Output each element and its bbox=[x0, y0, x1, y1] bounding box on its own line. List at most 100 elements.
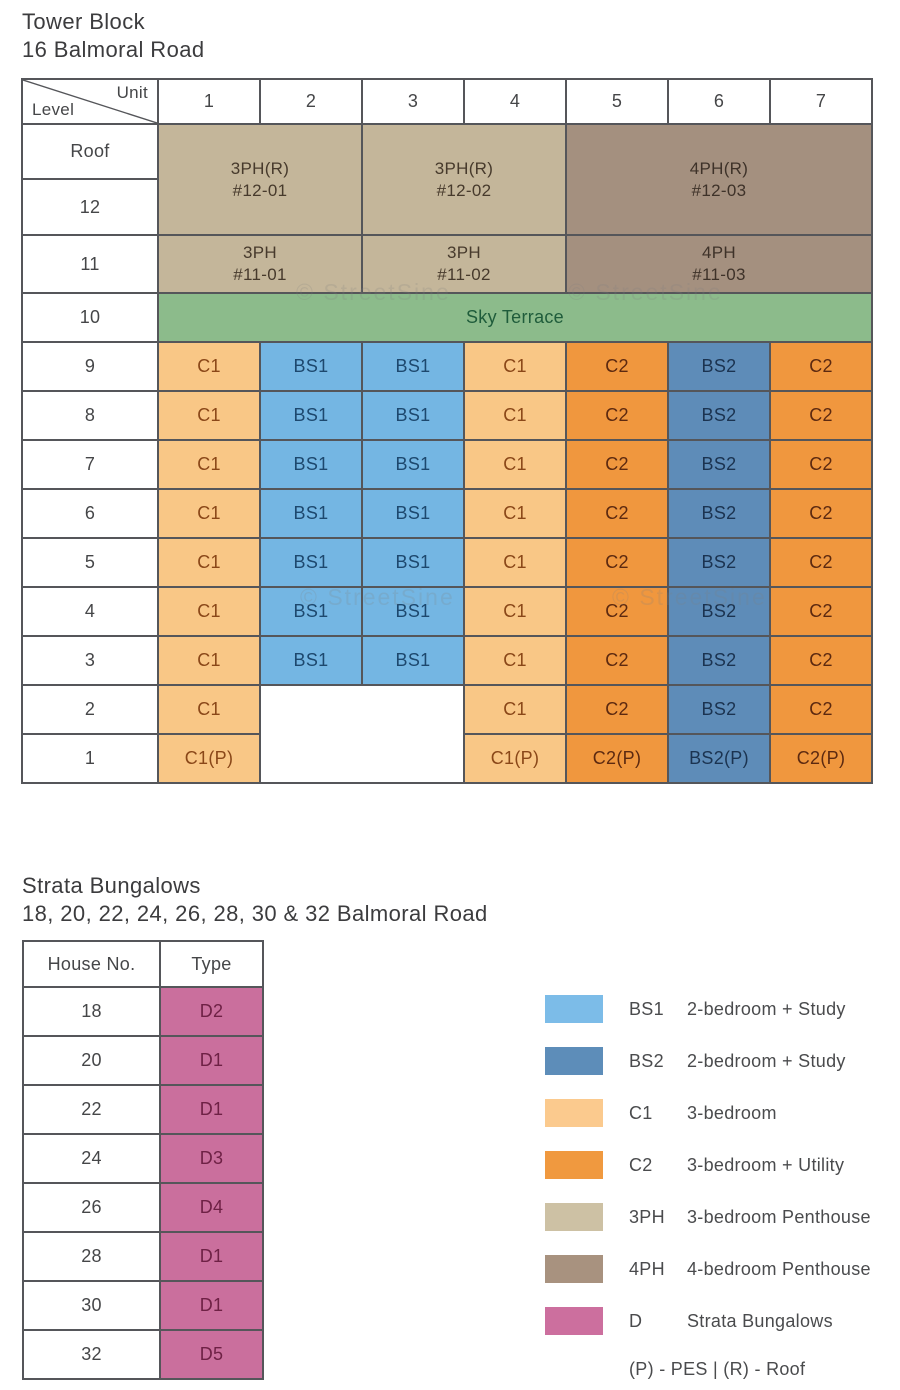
legend-swatch-bs1 bbox=[545, 995, 603, 1023]
level-cell: Roof bbox=[21, 123, 159, 180]
unit-header-row: Unit Level 1 2 3 4 5 6 7 bbox=[21, 78, 873, 125]
level-cell: 5 bbox=[21, 537, 159, 588]
unit-cell: BS1 bbox=[361, 341, 465, 392]
legend-desc: 3-bedroom bbox=[687, 1102, 777, 1123]
unit-number-cell: 3 bbox=[361, 78, 465, 125]
type-cell: D5 bbox=[159, 1329, 264, 1380]
table-row: 28 D1 bbox=[22, 1231, 264, 1282]
unit-cell: C2 bbox=[769, 390, 873, 441]
empty-cell bbox=[260, 685, 464, 783]
level-cell: 8 bbox=[21, 390, 159, 441]
unit-cell: C1 bbox=[463, 684, 567, 735]
level-cell: 10 bbox=[21, 292, 159, 343]
legend-swatch-bs2 bbox=[545, 1047, 603, 1075]
tower-title-line1: Tower Block bbox=[22, 9, 145, 34]
level-cell: 2 bbox=[21, 684, 159, 735]
house-cell: 20 bbox=[22, 1035, 161, 1086]
unit-cell: C2 bbox=[565, 586, 669, 637]
unit-number-cell: 6 bbox=[667, 78, 771, 125]
unit-cell: C1(P) bbox=[157, 733, 261, 784]
unit-number-cell: 7 bbox=[769, 78, 873, 125]
unit-cell: C2 bbox=[565, 341, 669, 392]
unit-cell: C1 bbox=[463, 586, 567, 637]
table-row: 24 D3 bbox=[22, 1133, 264, 1184]
legend-footnote: (P) - PES | (R) - Roof bbox=[629, 1359, 806, 1379]
legend-swatch-4ph bbox=[545, 1255, 603, 1283]
level-cell: 12 bbox=[21, 178, 159, 236]
table-row: 26 D4 bbox=[22, 1182, 264, 1233]
unit-cell: C2 bbox=[565, 635, 669, 686]
level-cell: 4 bbox=[21, 586, 159, 637]
house-cell: 18 bbox=[22, 986, 161, 1037]
house-cell: 30 bbox=[22, 1280, 161, 1331]
unit-cell: C2 bbox=[769, 488, 873, 539]
table-row: 30 D1 bbox=[22, 1280, 264, 1331]
axis-corner-cell: Unit Level bbox=[21, 78, 159, 125]
unit-cell: BS1 bbox=[361, 390, 465, 441]
legend-code: C2 bbox=[629, 1154, 653, 1175]
level-12-row: 12 bbox=[21, 178, 872, 236]
legend-swatch-3ph bbox=[545, 1203, 603, 1231]
bungalow-header-row: House No. Type bbox=[22, 940, 264, 988]
unit-cell: BS1 bbox=[361, 635, 465, 686]
unit-cell: BS2 bbox=[667, 341, 771, 392]
type-cell: D1 bbox=[159, 1035, 264, 1086]
unit-cell: C2 bbox=[769, 635, 873, 686]
unit-cell: BS1 bbox=[361, 586, 465, 637]
level-cell: 3 bbox=[21, 635, 159, 686]
table-row: 32 D5 bbox=[22, 1329, 264, 1380]
unit-cell: BS1 bbox=[361, 537, 465, 588]
unit-cell: C1 bbox=[157, 341, 261, 392]
bungalows-title-line1: Strata Bungalows bbox=[22, 873, 201, 898]
unit-axis-label: Unit bbox=[116, 83, 148, 102]
unit-cell: C2(P) bbox=[565, 733, 669, 784]
penthouse-cell: 4PH(R) #12-03 bbox=[565, 123, 873, 236]
type-cell: D1 bbox=[159, 1084, 264, 1135]
level-cell: 6 bbox=[21, 488, 159, 539]
unit-cell: C1 bbox=[463, 390, 567, 441]
unit-cell: C1 bbox=[157, 537, 261, 588]
legend-item: C1 3-bedroom bbox=[545, 1099, 895, 1127]
unit-cell: C1 bbox=[157, 684, 261, 735]
legend-item: 3PH 3-bedroom Penthouse bbox=[545, 1203, 895, 1231]
unit-number-cell: 2 bbox=[259, 78, 363, 125]
level-11-row: 11 3PH #11-01 3PH #11-02 4PH #11-03 bbox=[21, 234, 873, 294]
table-row: 6 C1 BS1 BS1 C1 C2 BS2 C2 bbox=[21, 488, 873, 539]
type-cell: D3 bbox=[159, 1133, 264, 1184]
unit-cell: C2 bbox=[565, 537, 669, 588]
unit-cell: C2 bbox=[565, 684, 669, 735]
penthouse-cell: 3PH #11-01 bbox=[157, 234, 363, 294]
type-header: Type bbox=[159, 940, 264, 988]
unit-cell: BS2(P) bbox=[667, 733, 771, 784]
table-row: 5 C1 BS1 BS1 C1 C2 BS2 C2 bbox=[21, 537, 873, 588]
table-row: 3 C1 BS1 BS1 C1 C2 BS2 C2 bbox=[21, 635, 873, 686]
unit-cell: BS1 bbox=[361, 488, 465, 539]
unit-cell: BS1 bbox=[259, 390, 363, 441]
sky-terrace-cell: Sky Terrace bbox=[157, 292, 873, 343]
penthouse-cell: 3PH(R) #12-01 bbox=[157, 123, 363, 236]
unit-cell: C2 bbox=[769, 341, 873, 392]
level-cell: 1 bbox=[21, 733, 159, 784]
unit-cell: C2 bbox=[565, 439, 669, 490]
unit-cell: C2 bbox=[769, 537, 873, 588]
table-row: 7 C1 BS1 BS1 C1 C2 BS2 C2 bbox=[21, 439, 873, 490]
unit-cell: C1 bbox=[157, 586, 261, 637]
legend-desc: 2-bedroom + Study bbox=[687, 1050, 846, 1071]
level-2-row: 2 C1 C1 C2 BS2 C2 bbox=[21, 684, 873, 783]
penthouse-cell: 3PH #11-02 bbox=[361, 234, 567, 294]
unit-cell: BS1 bbox=[259, 341, 363, 392]
unit-cell: C1 bbox=[157, 390, 261, 441]
unit-cell: C1 bbox=[463, 439, 567, 490]
unit-cell: C2 bbox=[769, 586, 873, 637]
legend-desc: 3-bedroom Penthouse bbox=[687, 1206, 871, 1227]
unit-cell: C2(P) bbox=[769, 733, 873, 784]
legend-swatch-c2 bbox=[545, 1151, 603, 1179]
table-row: 4 C1 BS1 BS1 C1 C2 BS2 C2 bbox=[21, 586, 873, 637]
legend-code: D bbox=[629, 1310, 643, 1331]
table-row: 20 D1 bbox=[22, 1035, 264, 1086]
house-cell: 22 bbox=[22, 1084, 161, 1135]
legend-desc: 4-bedroom Penthouse bbox=[687, 1258, 871, 1279]
legend: BS1 2-bedroom + Study BS2 2-bedroom + St… bbox=[545, 995, 895, 1380]
unit-cell: BS1 bbox=[259, 635, 363, 686]
legend-code: BS2 bbox=[629, 1050, 664, 1071]
